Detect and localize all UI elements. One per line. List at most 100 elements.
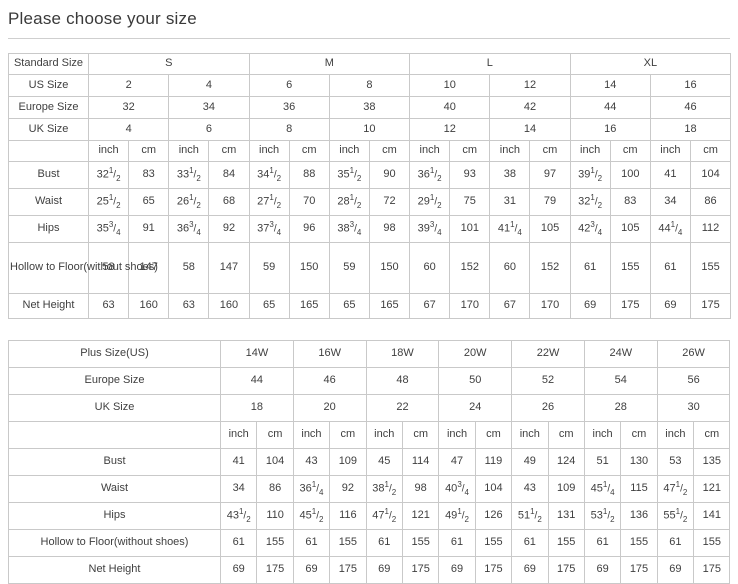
row-label-hollow-to-floor: Hollow to Floor(without shoes) bbox=[8, 529, 221, 557]
europe-size-value: 42 bbox=[489, 96, 571, 119]
measurement-value: 155 bbox=[474, 529, 513, 557]
unit-header-inch: inch bbox=[248, 140, 290, 162]
measurement-value: 61 bbox=[583, 529, 622, 557]
measurement-value: 61 bbox=[292, 529, 331, 557]
unit-header-cm: cm bbox=[693, 421, 731, 449]
measurement-value: 373/4 bbox=[248, 215, 290, 243]
measurement-value: 451/2 bbox=[292, 502, 331, 530]
row-label-units-blank bbox=[8, 140, 89, 162]
measurement-value: 53 bbox=[656, 448, 695, 476]
table-row-units: inch cm inch cm inch cm inch cm inch cm inch cm inch… bbox=[8, 421, 731, 449]
measurement-value: 393/4 bbox=[409, 215, 451, 243]
uk-size-value: 18 bbox=[220, 394, 294, 422]
europe-size-value: 46 bbox=[292, 367, 367, 395]
us-size-value: 6 bbox=[248, 74, 330, 97]
measurement-value: 411/4 bbox=[489, 215, 531, 243]
measurement-value: 69 bbox=[511, 556, 549, 584]
table-row-us-size: US Size 2 4 6 8 10 12 14 16 bbox=[8, 74, 732, 97]
measurement-value: 41 bbox=[649, 161, 691, 189]
measurement-value: 84 bbox=[208, 161, 250, 189]
measurement-value: 69 bbox=[438, 556, 476, 584]
measurement-value: 175 bbox=[620, 556, 658, 584]
measurement-value: 116 bbox=[329, 502, 367, 530]
unit-header-cm: cm bbox=[609, 140, 651, 162]
measurement-value: 67 bbox=[489, 293, 531, 319]
measurement-value: 69 bbox=[569, 293, 611, 319]
page-title: Please choose your size bbox=[8, 9, 197, 28]
row-label-hips: Hips bbox=[8, 215, 89, 243]
row-label-net-height: Net Height bbox=[8, 556, 221, 584]
measurement-value: 47 bbox=[438, 448, 476, 476]
measurement-value: 93 bbox=[449, 161, 491, 189]
measurement-value: 251/2 bbox=[87, 188, 130, 216]
measurement-value: 104 bbox=[689, 161, 732, 189]
measurement-value: 61 bbox=[649, 242, 691, 294]
uk-size-value: 30 bbox=[656, 394, 731, 422]
measurement-value: 551/2 bbox=[656, 502, 695, 530]
row-label-waist: Waist bbox=[8, 188, 89, 216]
row-label-standard-size: Standard Size bbox=[8, 53, 89, 75]
row-label-waist: Waist bbox=[8, 475, 221, 503]
uk-size-value: 12 bbox=[409, 118, 491, 141]
measurement-value: 403/4 bbox=[438, 475, 476, 503]
measurement-value: 92 bbox=[329, 475, 367, 503]
measurement-value: 60 bbox=[489, 242, 531, 294]
measurement-value: 58 bbox=[87, 242, 130, 294]
uk-size-value: 16 bbox=[569, 118, 651, 141]
measurement-value: 155 bbox=[329, 529, 367, 557]
measurement-value: 431/2 bbox=[219, 502, 258, 530]
measurement-value: 135 bbox=[693, 448, 731, 476]
measurement-value: 69 bbox=[656, 556, 695, 584]
unit-header-cm: cm bbox=[620, 421, 658, 449]
europe-size-value: 50 bbox=[438, 367, 513, 395]
measurement-value: 61 bbox=[656, 529, 695, 557]
measurement-value: 150 bbox=[288, 242, 330, 294]
measurement-value: 155 bbox=[256, 529, 294, 557]
measurement-value: 75 bbox=[449, 188, 491, 216]
measurement-value: 61 bbox=[438, 529, 476, 557]
measurement-value: 61 bbox=[365, 529, 403, 557]
table-row-net-height: Net Height 63 160 63 160 65 165 65 165 67 170 67 170… bbox=[8, 293, 732, 319]
measurement-value: 331/2 bbox=[168, 161, 210, 189]
standard-size-table-body: Standard Size S M L XL US Size 2 4 6 8 10 12 14 16 E… bbox=[8, 53, 732, 319]
measurement-value: 175 bbox=[329, 556, 367, 584]
measurement-value: 60 bbox=[409, 242, 451, 294]
unit-header-inch: inch bbox=[569, 140, 611, 162]
us-size-value: 4 bbox=[168, 74, 250, 97]
row-label-us-size: US Size bbox=[8, 74, 89, 97]
uk-size-value: 6 bbox=[168, 118, 250, 141]
unit-header-cm: cm bbox=[449, 140, 491, 162]
uk-size-value: 26 bbox=[511, 394, 585, 422]
europe-size-value: 38 bbox=[328, 96, 411, 119]
measurement-value: 141 bbox=[693, 502, 731, 530]
measurement-value: 155 bbox=[693, 529, 731, 557]
measurement-value: 88 bbox=[288, 161, 330, 189]
row-label-plus-size: Plus Size(US) bbox=[8, 340, 221, 368]
europe-size-value: 54 bbox=[583, 367, 658, 395]
measurement-value: 83 bbox=[609, 188, 651, 216]
row-label-europe-size: Europe Size bbox=[8, 367, 221, 395]
europe-size-value: 56 bbox=[656, 367, 731, 395]
measurement-value: 147 bbox=[208, 242, 250, 294]
table-row-bust: Bust 41 104 43 109 45 114 47 119 49 124 51 130 53 135 bbox=[8, 448, 731, 476]
measurement-value: 441/4 bbox=[649, 215, 691, 243]
measurement-value: 361/2 bbox=[409, 161, 451, 189]
table-row-europe-size: Europe Size 44 46 48 50 52 54 56 bbox=[8, 367, 731, 395]
measurement-value: 90 bbox=[368, 161, 411, 189]
unit-header-cm: cm bbox=[128, 140, 170, 162]
uk-size-value: 24 bbox=[438, 394, 513, 422]
table-row-standard-size: Standard Size S M L XL bbox=[8, 53, 732, 75]
measurement-value: 152 bbox=[529, 242, 571, 294]
measurement-value: 65 bbox=[328, 293, 370, 319]
unit-header-inch: inch bbox=[656, 421, 695, 449]
size-group-xl: XL bbox=[569, 53, 732, 75]
table-row-plus-size: Plus Size(US) 14W 16W 18W 20W 22W 24W 26W bbox=[8, 340, 731, 368]
table-row-hollow-to-floor: Hollow to Floor(without shoes) 61 155 61 155… bbox=[8, 529, 731, 557]
measurement-value: 531/2 bbox=[583, 502, 622, 530]
measurement-value: 175 bbox=[547, 556, 585, 584]
measurement-value: 471/2 bbox=[365, 502, 403, 530]
row-label-uk-size: UK Size bbox=[8, 394, 221, 422]
measurement-value: 34 bbox=[649, 188, 691, 216]
europe-size-value: 36 bbox=[248, 96, 330, 119]
measurement-value: 79 bbox=[529, 188, 571, 216]
